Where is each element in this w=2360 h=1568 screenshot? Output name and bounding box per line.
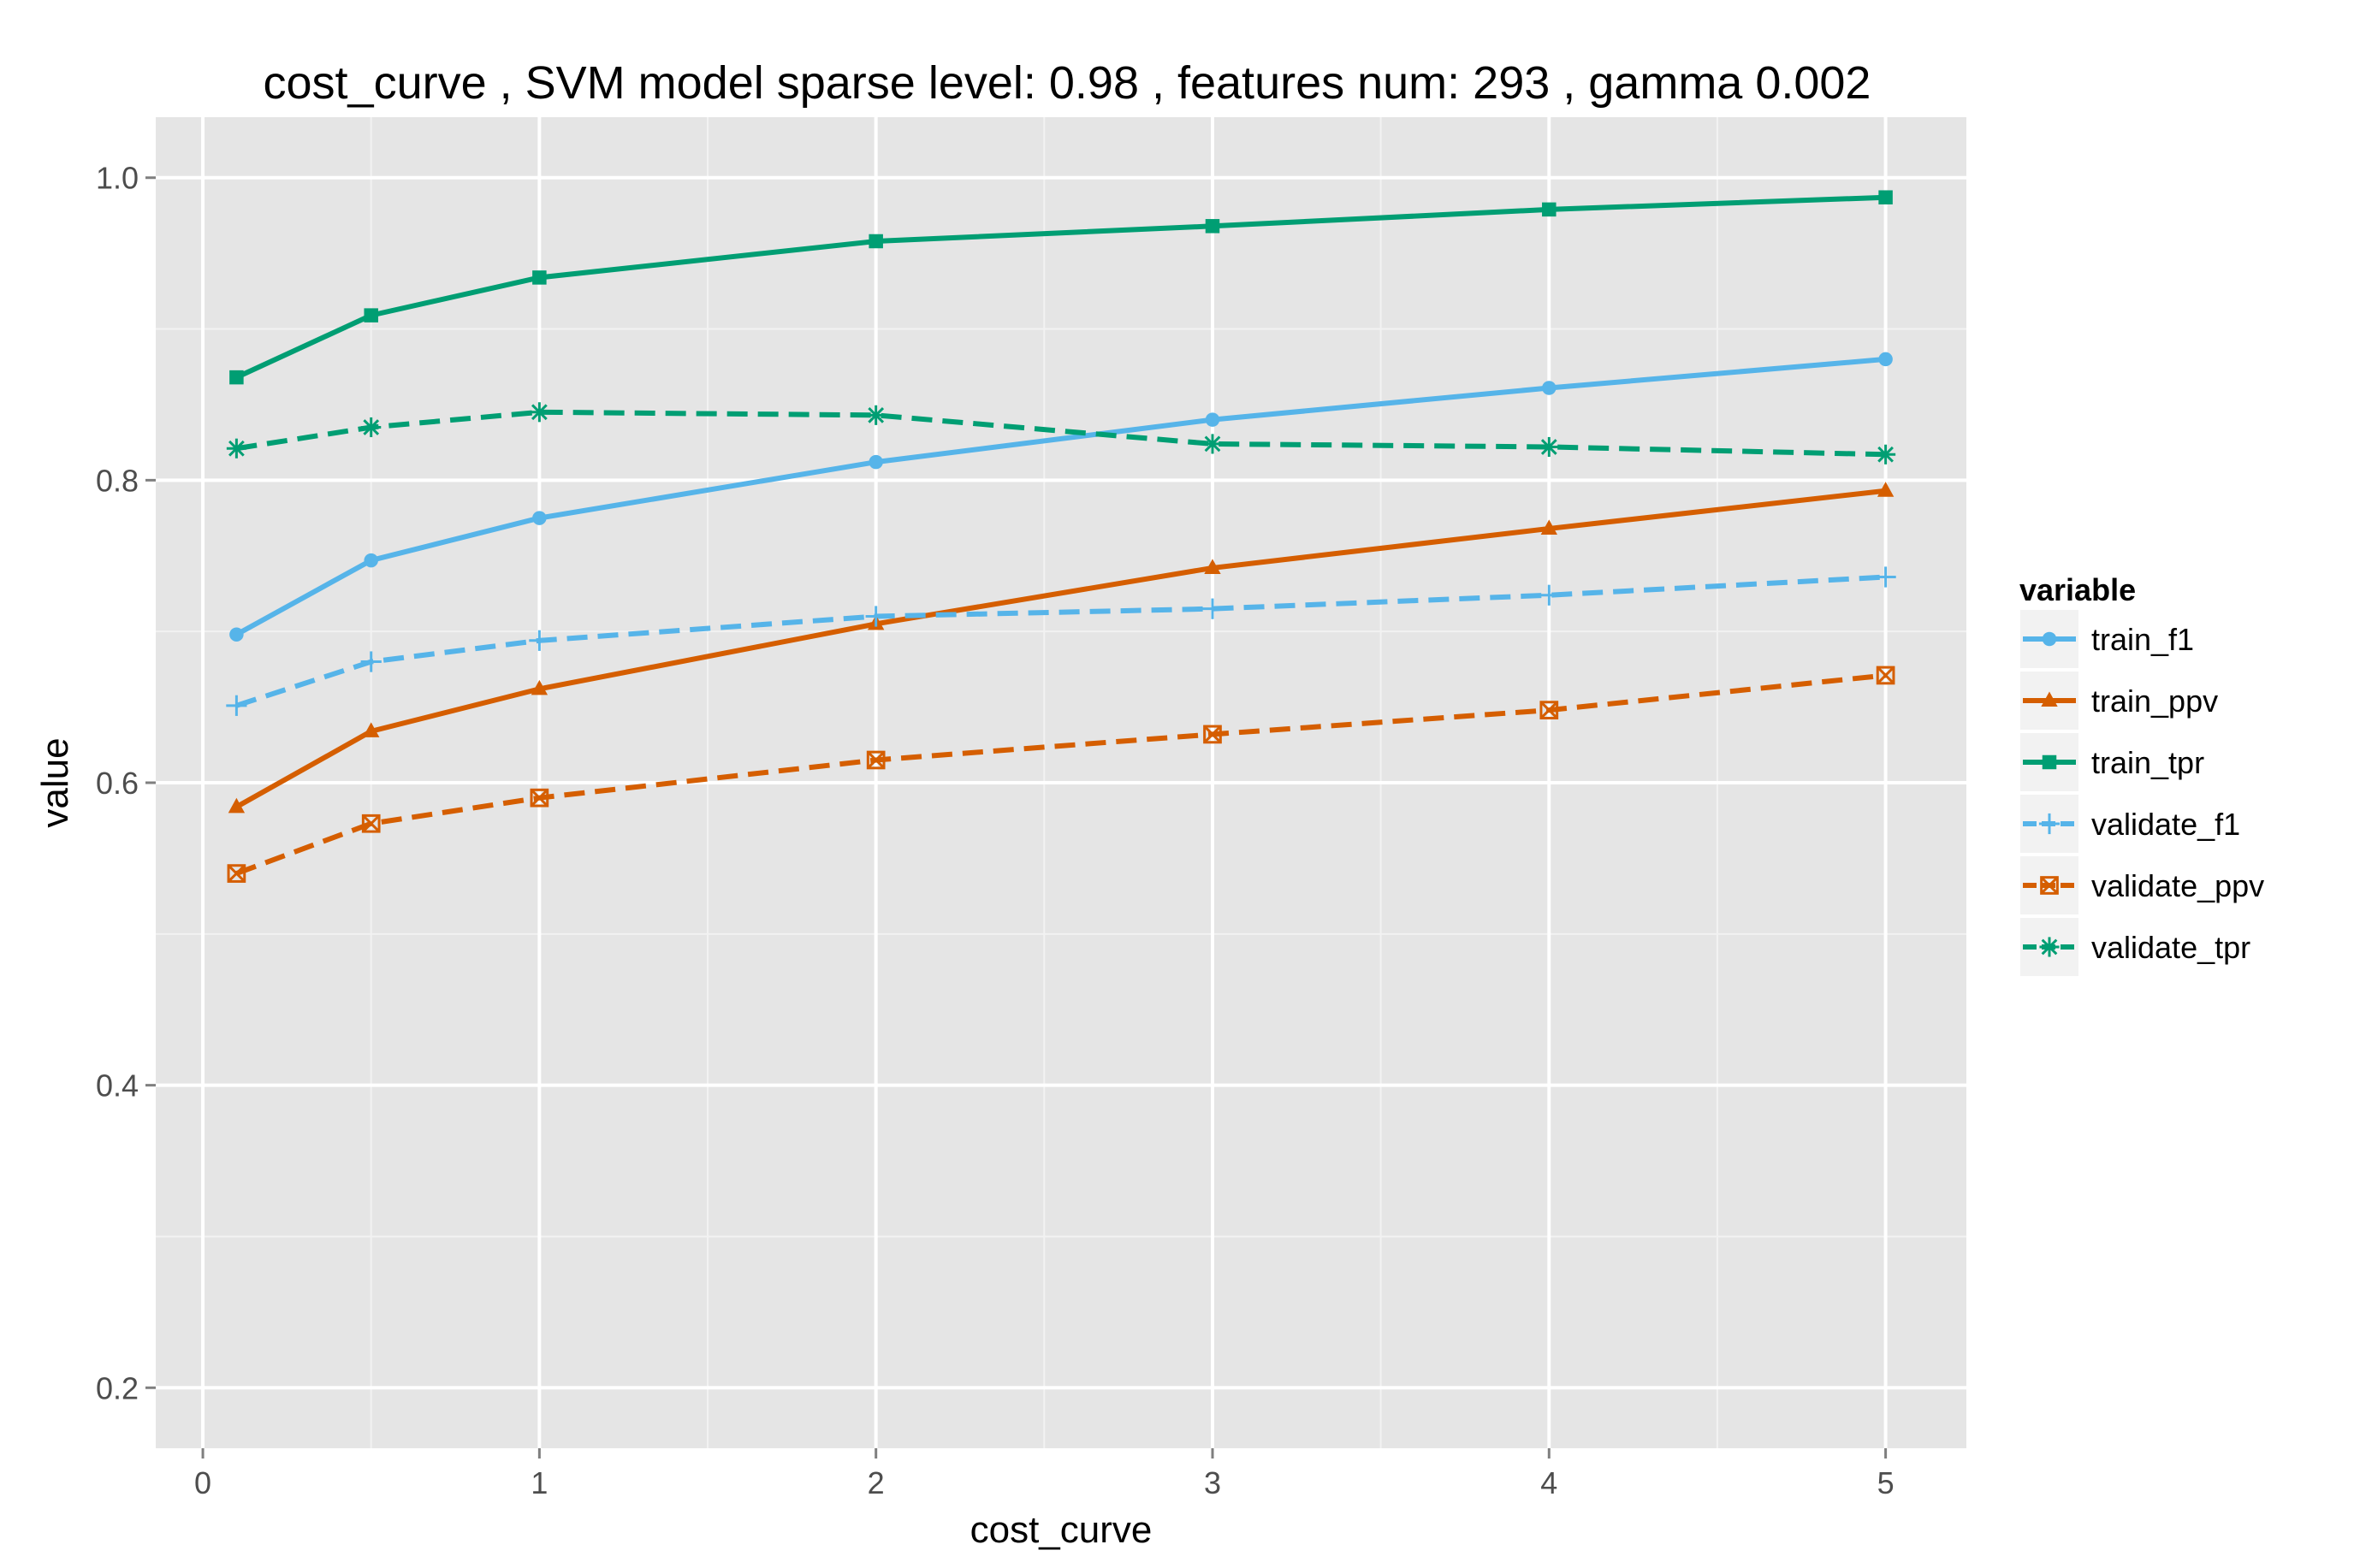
- y-tick-label: 0.6: [96, 766, 139, 801]
- legend-label: validate_ppv: [2091, 868, 2264, 903]
- axes: 0 1 2 3 4 5 0.2 0.4 0.6 0.8 1.0: [96, 161, 1895, 1500]
- data-point-train-f1: [532, 511, 547, 525]
- y-tick-label: 0.8: [96, 463, 139, 498]
- data-point-train-ppv: [1877, 482, 1895, 497]
- x-tick-label: 5: [1877, 1465, 1895, 1500]
- x-axis-label: cost_curve: [970, 1509, 1153, 1551]
- data-point-validate-ppv: [227, 864, 246, 883]
- x-tick-label: 3: [1204, 1465, 1221, 1500]
- x-tick-label: 4: [1540, 1465, 1557, 1500]
- data-point-validate-tpr: [361, 417, 382, 438]
- data-point-validate-ppv: [866, 750, 886, 770]
- data-point-train-ppv: [1540, 519, 1557, 535]
- data-point-validate-ppv: [1539, 701, 1559, 719]
- y-tick-label: 0.4: [96, 1068, 139, 1104]
- chart-title: cost_curve , SVM model sparse level: 0.9…: [264, 57, 1871, 109]
- y-tick-label: 1.0: [96, 161, 139, 196]
- data-point-train-ppv: [531, 679, 548, 695]
- data-point-validate-f1: [1539, 584, 1560, 606]
- data-point-train-tpr: [532, 270, 547, 285]
- legend-item-validate-ppv: validate_ppv: [2019, 855, 2264, 916]
- data-point-train-ppv: [1204, 559, 1221, 574]
- data-point-train-tpr: [1542, 202, 1557, 217]
- legend-marker: [2039, 937, 2060, 957]
- legend: variable train_f1 train_ppv train_tprvalid…: [2019, 572, 2264, 978]
- legend-item-train-f1: train_f1: [2019, 608, 2194, 670]
- data-point-train-ppv: [228, 797, 246, 814]
- data-point-train-f1: [1205, 412, 1220, 427]
- legend-item-train-ppv: train_ppv: [2019, 670, 2218, 731]
- legend-marker: [2042, 631, 2057, 647]
- data-point-validate-f1: [1875, 566, 1896, 588]
- legend-item-validate-f1: validate_f1: [2019, 793, 2240, 855]
- legend-label: train_ppv: [2091, 683, 2218, 719]
- data-point-validate-tpr: [1539, 436, 1559, 458]
- data-point-train-f1: [869, 454, 883, 470]
- data-point-validate-tpr: [529, 402, 549, 423]
- grid-major: [156, 117, 1966, 1448]
- data-point-validate-f1: [226, 695, 247, 716]
- data-point-train-tpr: [1878, 190, 1893, 204]
- data-point-train-tpr: [1205, 219, 1220, 234]
- legend-marker: [2041, 691, 2058, 707]
- data-point-validate-ppv: [1203, 725, 1222, 744]
- y-tick-label: 0.2: [96, 1370, 139, 1405]
- series-markers: [226, 190, 1896, 883]
- legend-label: validate_tpr: [2091, 930, 2250, 965]
- y-axis-label: value: [34, 737, 76, 827]
- data-point-validate-ppv: [1876, 666, 1895, 685]
- x-tick-label: 0: [194, 1465, 211, 1500]
- data-point-validate-ppv: [530, 788, 549, 808]
- data-point-validate-tpr: [866, 405, 886, 425]
- data-point-train-f1: [1878, 352, 1893, 367]
- data-point-validate-f1: [529, 630, 550, 651]
- legend-item-validate-tpr: validate_tpr: [2019, 916, 2250, 978]
- data-point-validate-f1: [360, 651, 382, 672]
- data-point-validate-tpr: [1876, 444, 1896, 464]
- data-point-train-f1: [364, 553, 378, 568]
- data-point-validate-tpr: [1202, 434, 1223, 454]
- data-point-train-ppv: [363, 722, 380, 737]
- data-point-validate-tpr: [226, 438, 246, 459]
- data-point-train-tpr: [229, 370, 244, 385]
- data-point-validate-f1: [1201, 598, 1224, 619]
- data-point-train-tpr: [364, 308, 378, 322]
- data-point-validate-f1: [865, 606, 886, 627]
- data-point-train-f1: [229, 627, 244, 642]
- data-point-train-f1: [1542, 381, 1557, 395]
- x-tick-label: 2: [868, 1465, 885, 1500]
- legend-label: validate_f1: [2091, 807, 2240, 842]
- legend-marker: [2042, 754, 2057, 770]
- grid-minor: [156, 117, 1966, 1448]
- legend-title: variable: [2019, 572, 2136, 607]
- legend-marker: [2038, 813, 2061, 835]
- legend-label: train_f1: [2091, 622, 2194, 657]
- data-point-train-tpr: [869, 234, 883, 249]
- x-tick-label: 1: [531, 1465, 548, 1500]
- legend-marker: [2040, 876, 2059, 895]
- legend-label: train_tpr: [2091, 745, 2204, 780]
- data-point-validate-ppv: [361, 814, 381, 833]
- legend-item-train-tpr: train_tpr: [2019, 731, 2204, 793]
